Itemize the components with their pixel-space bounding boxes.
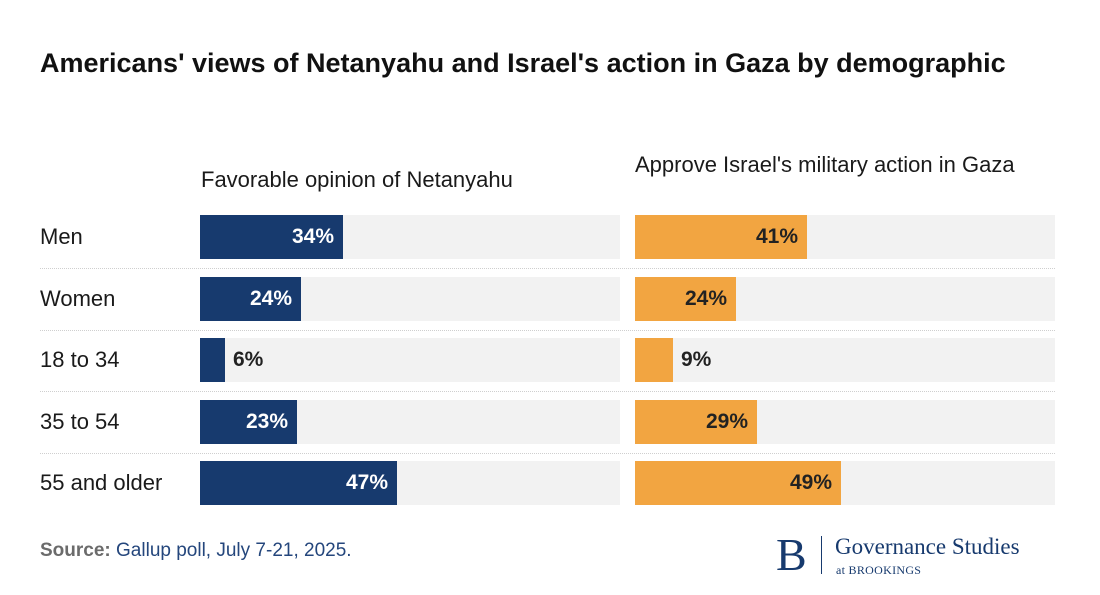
logo-divider: [821, 536, 822, 574]
series-header-netanyahu: Favorable opinion of Netanyahu: [201, 167, 513, 192]
row-label: 55 and older: [40, 470, 163, 495]
data-label-netanyahu: 34%: [292, 225, 335, 248]
row-divider: [40, 330, 1055, 331]
series-header-gaza-action: Approve Israel's military action in Gaza: [635, 152, 1015, 177]
data-label-gaza: 29%: [706, 410, 749, 433]
data-label-gaza: 49%: [790, 471, 833, 494]
bar-netanyahu: [200, 461, 397, 505]
data-label-netanyahu: 47%: [346, 471, 389, 494]
data-label-netanyahu: 24%: [250, 287, 293, 310]
data-label-netanyahu: 6%: [233, 348, 264, 371]
source-label: Source:: [40, 540, 111, 561]
bar-netanyahu: [200, 277, 301, 321]
bar-track-netanyahu: [200, 338, 620, 382]
row-label: Women: [40, 286, 116, 311]
source-note: Source: Gallup poll, July 7-21, 2025.: [40, 539, 352, 563]
row-divider: [40, 391, 1055, 392]
bar-gaza: [635, 277, 736, 321]
row-label: Men: [40, 224, 83, 249]
brookings-b-mark: B: [776, 529, 807, 580]
bar-gaza: [635, 215, 807, 259]
bar-gaza: [635, 461, 841, 505]
data-label-gaza: 41%: [756, 225, 799, 248]
row-label: 35 to 54: [40, 409, 120, 434]
source-link[interactable]: Gallup poll, July 7-21, 2025.: [116, 540, 352, 561]
data-label-gaza: 9%: [681, 348, 712, 371]
logo-at-brookings: at BROOKINGS: [836, 563, 922, 577]
chart-title: Americans' views of Netanyahu and Israel…: [40, 48, 1006, 78]
logo-governance-studies: Governance Studies: [835, 534, 1020, 559]
bar-netanyahu: [200, 338, 225, 382]
data-label-netanyahu: 23%: [246, 410, 289, 433]
brookings-logo: B Governance Studies at BROOKINGS: [776, 530, 1066, 582]
bar-gaza: [635, 338, 673, 382]
row-divider: [40, 453, 1055, 454]
row-label: 18 to 34: [40, 347, 120, 372]
row-divider: [40, 268, 1055, 269]
bar-gaza: [635, 400, 757, 444]
bar-netanyahu: [200, 400, 297, 444]
bar-netanyahu: [200, 215, 343, 259]
bar-track-gaza: [635, 338, 1055, 382]
data-label-gaza: 24%: [685, 287, 728, 310]
